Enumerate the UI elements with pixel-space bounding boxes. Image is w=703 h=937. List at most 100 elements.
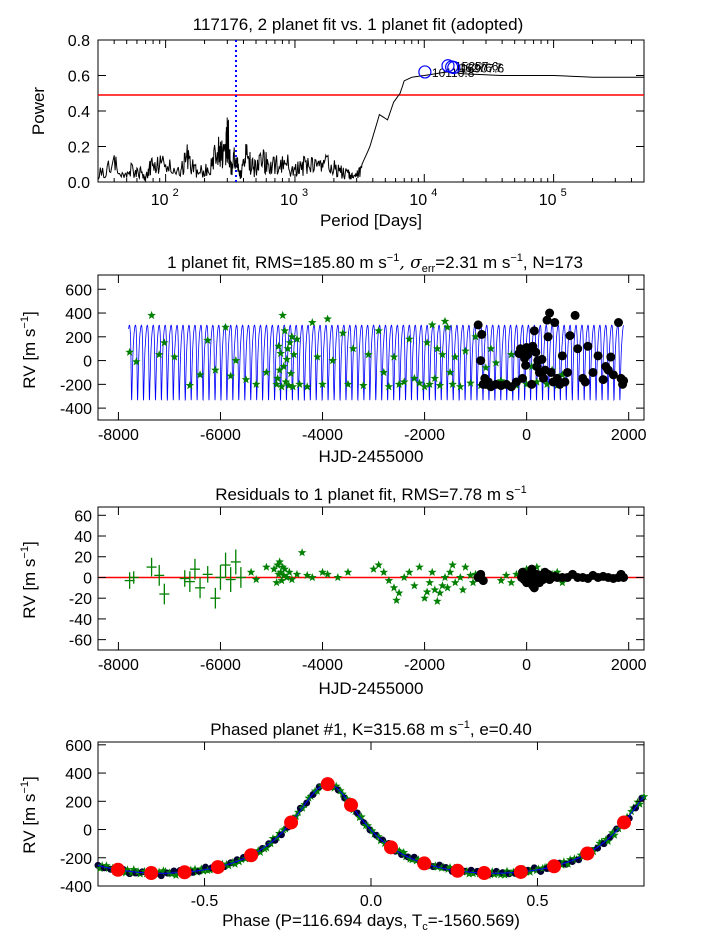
star-marker <box>553 567 562 576</box>
star-marker <box>331 781 341 790</box>
y-tick-label: 0.0 <box>68 175 90 192</box>
star-marker <box>603 836 613 845</box>
residuals-panel: Residuals to 1 planet fit, RMS=7.78 m s−… <box>19 484 647 698</box>
black-dot-marker <box>521 360 531 370</box>
peak-label: 16907.6 <box>461 62 505 76</box>
star-marker <box>440 316 450 325</box>
star-marker <box>275 365 284 374</box>
x-tick-label: -4000 <box>302 657 343 674</box>
black-dot-marker <box>529 326 539 336</box>
star-marker <box>318 379 327 388</box>
star-marker <box>278 310 287 320</box>
black-dot-marker <box>537 354 547 364</box>
black-dot-marker <box>573 344 583 354</box>
star-marker <box>466 378 475 387</box>
star-marker <box>389 352 399 361</box>
star-marker <box>304 793 314 802</box>
binned-point <box>110 862 125 877</box>
star-marker <box>462 866 472 875</box>
star-marker <box>280 564 289 573</box>
x-tick-label: 0.5 <box>526 893 548 910</box>
binned-point <box>177 865 192 880</box>
binned-point <box>417 856 432 871</box>
star-marker <box>281 377 291 386</box>
star-marker <box>228 857 238 866</box>
binned-point <box>244 848 259 863</box>
star-marker <box>211 365 220 374</box>
black-dot-marker <box>550 318 560 328</box>
x-axis-label: Period [Days] <box>320 211 422 230</box>
star-marker <box>534 864 543 873</box>
y-tick-label: 40 <box>74 529 92 546</box>
black-dot-marker <box>600 840 608 848</box>
star-marker <box>608 828 617 837</box>
star-marker <box>392 595 401 604</box>
star-marker <box>428 320 437 329</box>
y-axis-label: Power <box>29 87 48 136</box>
star-marker <box>256 847 265 856</box>
star-marker <box>288 382 298 391</box>
star-marker <box>369 564 378 573</box>
y-tick-label: 0.4 <box>68 104 90 121</box>
x-tick-label: 10 <box>151 192 169 209</box>
x-tick-exponent: 4 <box>431 187 437 199</box>
star-marker <box>272 578 281 587</box>
star-marker <box>102 861 111 870</box>
star-marker <box>133 867 143 876</box>
y-axis-label: RV [m s−1] <box>19 541 39 618</box>
star-marker <box>486 344 496 353</box>
star-marker <box>294 807 303 816</box>
y-tick-label: 400 <box>65 766 92 783</box>
star-marker <box>399 573 409 582</box>
periodogram-line <box>97 71 644 181</box>
star-marker <box>430 373 440 382</box>
star-marker <box>277 576 286 585</box>
star-marker <box>420 382 429 391</box>
star-marker <box>276 567 285 576</box>
y-tick-label: -40 <box>69 612 92 629</box>
star-marker <box>251 575 261 584</box>
star-marker <box>496 376 506 385</box>
star-marker <box>374 326 383 335</box>
star-marker <box>461 562 470 571</box>
star-marker <box>558 578 567 587</box>
x-tick-label: 2000 <box>611 427 647 444</box>
star-marker <box>445 567 455 576</box>
star-marker <box>343 379 353 388</box>
star-marker <box>262 843 271 852</box>
star-marker <box>430 585 440 594</box>
star-marker <box>125 347 134 356</box>
star-marker <box>160 338 169 347</box>
star-marker <box>532 377 542 386</box>
y-tick-label: 0.6 <box>68 69 90 86</box>
star-marker <box>440 573 450 582</box>
x-tick-label: 0.0 <box>360 893 382 910</box>
star-marker <box>445 368 455 377</box>
y-tick-label: 600 <box>65 738 92 755</box>
black-dot-marker <box>473 320 483 330</box>
star-marker <box>323 314 332 323</box>
star-marker <box>364 350 373 359</box>
star-marker <box>328 356 337 365</box>
star-marker <box>155 350 164 359</box>
y-tick-label: 60 <box>74 508 92 525</box>
binned-point <box>320 777 335 792</box>
black-dot-marker <box>545 308 555 318</box>
star-marker <box>147 310 156 320</box>
star-marker <box>302 382 312 391</box>
star-marker <box>438 350 447 359</box>
binned-point <box>477 866 492 881</box>
x-tick-exponent: 2 <box>173 187 179 199</box>
chart-title: 1 planet fit, RMS=185.80 m s−1, σerr=2.3… <box>167 252 583 275</box>
black-dot-marker <box>606 352 616 362</box>
star-marker <box>190 864 200 873</box>
star-marker <box>394 588 404 597</box>
black-dot-marker <box>583 341 593 351</box>
star-marker <box>359 381 368 390</box>
star-marker <box>273 373 282 382</box>
star-marker <box>415 378 424 387</box>
x-tick-label: 0 <box>522 657 531 674</box>
star-marker <box>448 379 457 388</box>
y-tick-label: 400 <box>65 306 92 323</box>
star-marker <box>445 863 455 872</box>
